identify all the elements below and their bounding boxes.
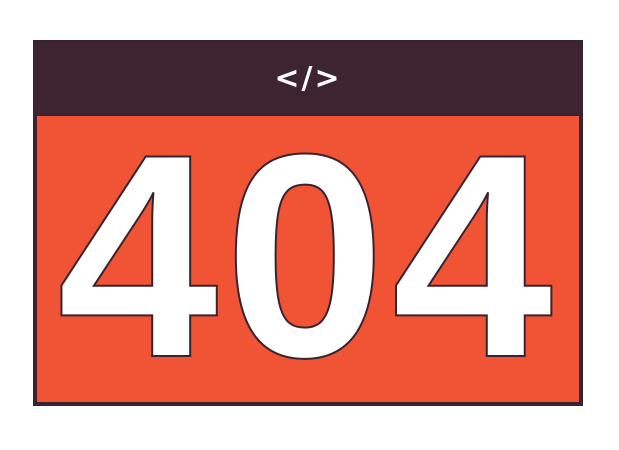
code-brackets-icon: </> xyxy=(274,61,342,96)
window-titlebar: </> xyxy=(35,42,581,114)
error-code-text: 404 xyxy=(56,94,559,418)
error-window: </> 404 xyxy=(33,40,583,406)
window-content: 404 xyxy=(37,110,579,402)
